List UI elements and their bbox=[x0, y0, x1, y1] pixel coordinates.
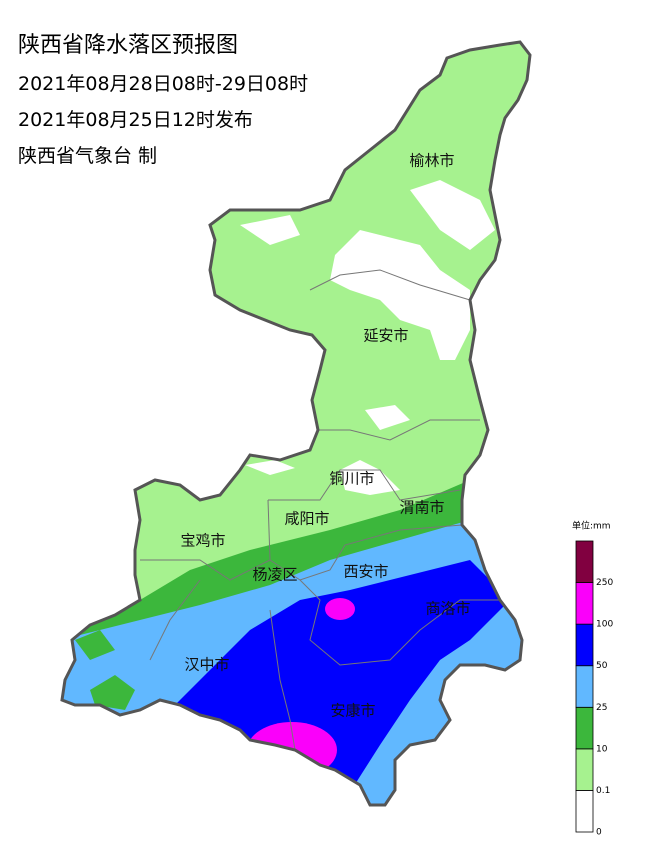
zone-heavy-green-patch bbox=[90, 675, 135, 710]
county-borders bbox=[140, 269, 500, 751]
zone-no-rain bbox=[330, 230, 470, 360]
city-label: 咸阳市 bbox=[284, 510, 329, 528]
city-label: 杨凌区 bbox=[252, 566, 297, 584]
city-label: 汉中市 bbox=[184, 656, 229, 674]
city-label: 商洛市 bbox=[425, 600, 470, 618]
issuer: 陕西省气象台 制 bbox=[18, 145, 157, 167]
city-label: 安康市 bbox=[330, 702, 375, 720]
legend-swatch bbox=[575, 706, 594, 750]
legend-tick-label: 100 bbox=[596, 620, 613, 630]
legend-tick-label: 250 bbox=[596, 578, 613, 588]
city-label: 宝鸡市 bbox=[180, 532, 225, 550]
legend-swatch bbox=[575, 748, 594, 791]
legend-swatch bbox=[575, 665, 594, 708]
legend-unit: 单位:mm bbox=[572, 520, 611, 532]
valid-period: 2021年08月28日08时-29日08时 bbox=[18, 73, 308, 95]
legend-swatch bbox=[575, 540, 594, 583]
city-label: 西安市 bbox=[343, 563, 388, 581]
zone-no-rain bbox=[410, 180, 495, 250]
legend-swatch bbox=[575, 623, 594, 667]
legend-tick-label: 50 bbox=[596, 661, 608, 671]
city-label: 铜川市 bbox=[329, 470, 374, 488]
province-border bbox=[60, 40, 532, 807]
city-label: 延安市 bbox=[363, 327, 408, 345]
legend-swatch bbox=[575, 790, 594, 833]
legend-tick-label: 25 bbox=[596, 703, 607, 713]
issue-time: 2021年08月25日12时发布 bbox=[18, 109, 253, 131]
zone-no-rain bbox=[365, 405, 410, 430]
legend-tick-label: 0.1 bbox=[596, 786, 610, 796]
zone-heavy-green-patch bbox=[75, 630, 115, 660]
zone-no-rain bbox=[245, 460, 295, 475]
zone-no-rain bbox=[240, 215, 300, 245]
legend-swatch bbox=[575, 582, 594, 625]
zone-heavy-rainstorm bbox=[325, 598, 355, 620]
city-label: 渭南市 bbox=[399, 499, 444, 517]
zone-no-rain bbox=[340, 460, 400, 495]
city-label: 榆林市 bbox=[409, 152, 454, 170]
map-title: 陕西省降水落区预报图 bbox=[18, 33, 238, 58]
legend-tick-label: 10 bbox=[596, 744, 608, 754]
legend: 单位:mm 0 0.1 10 25 50 100 250 bbox=[572, 520, 613, 838]
legend-tick-label: 0 bbox=[596, 828, 602, 838]
